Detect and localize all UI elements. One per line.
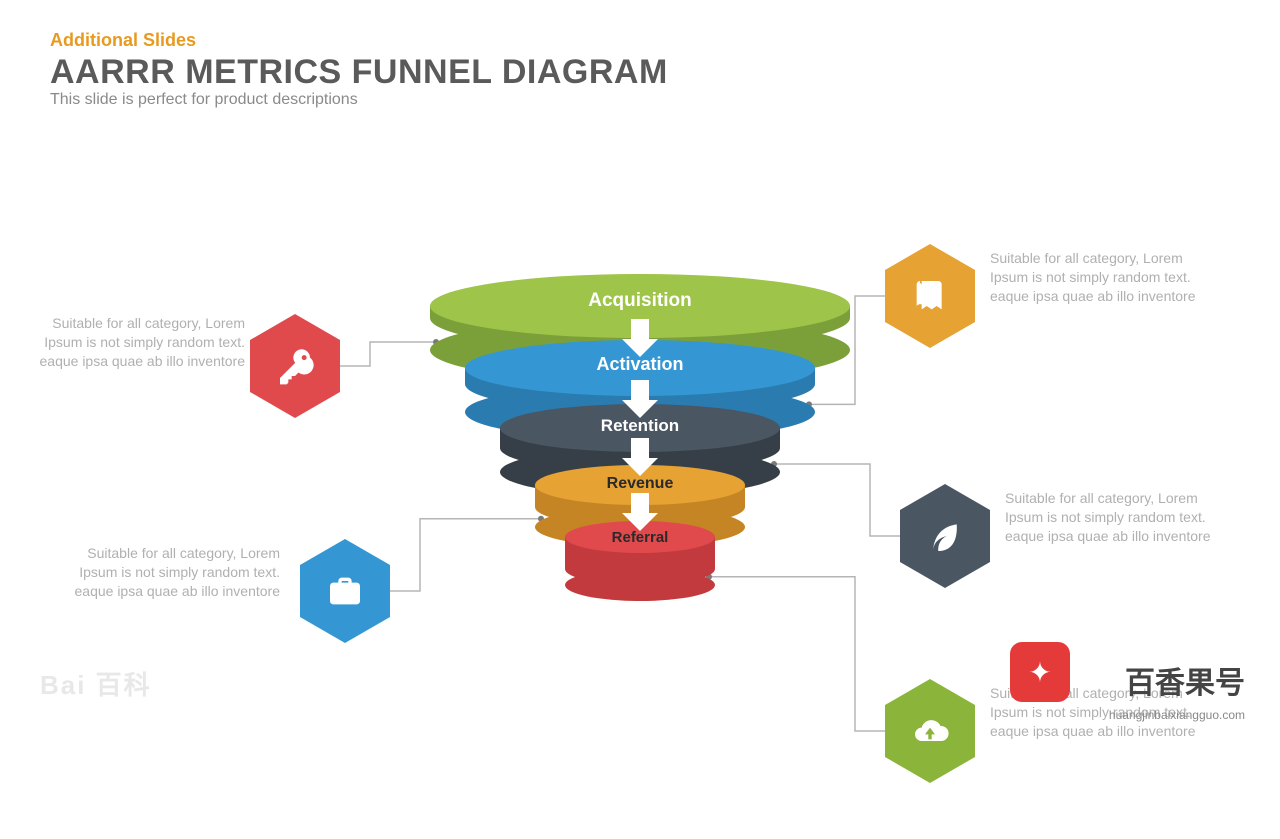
callout-text-1: Suitable for all category, Lorem Ipsum i… bbox=[50, 544, 280, 601]
callout-text-2: Suitable for all category, Lorem Ipsum i… bbox=[990, 249, 1220, 306]
page-title: AARRR METRICS FUNNEL DIAGRAM bbox=[50, 53, 1230, 92]
page-desc: This slide is perfect for product descri… bbox=[50, 91, 1230, 109]
watermark-right: 百香果号 bbox=[1125, 658, 1245, 702]
hex-leaf bbox=[900, 484, 990, 588]
arrow-down-icon bbox=[622, 319, 658, 357]
subtitle: Additional Slides bbox=[50, 30, 1230, 51]
leaf-icon bbox=[900, 484, 990, 588]
arrow-down-icon bbox=[622, 493, 658, 531]
callout-text-0: Suitable for all category, Lorem Ipsum i… bbox=[15, 314, 245, 371]
arrow-down-icon bbox=[622, 380, 658, 418]
hex-cloud bbox=[885, 679, 975, 783]
arrow-down-icon bbox=[622, 438, 658, 476]
hex-briefcase bbox=[300, 539, 390, 643]
hex-book bbox=[885, 244, 975, 348]
book-icon bbox=[885, 244, 975, 348]
logo-icon: ✦ bbox=[1010, 642, 1070, 702]
layer-label-4: Referral bbox=[565, 529, 715, 546]
layer-label-0: Acquisition bbox=[430, 290, 850, 312]
cloud-icon bbox=[885, 679, 975, 783]
briefcase-icon bbox=[300, 539, 390, 643]
callout-text-3: Suitable for all category, Lorem Ipsum i… bbox=[1005, 489, 1235, 546]
layer-label-3: Revenue bbox=[535, 475, 745, 493]
funnel: Acquisition Activation Retention Revenue Ref… bbox=[380, 274, 900, 794]
layer-label-1: Activation bbox=[465, 354, 815, 375]
watermark-left: Bai 百科 bbox=[40, 665, 152, 702]
key-icon bbox=[250, 314, 340, 418]
layer-label-2: Retention bbox=[500, 416, 780, 436]
hex-key bbox=[250, 314, 340, 418]
